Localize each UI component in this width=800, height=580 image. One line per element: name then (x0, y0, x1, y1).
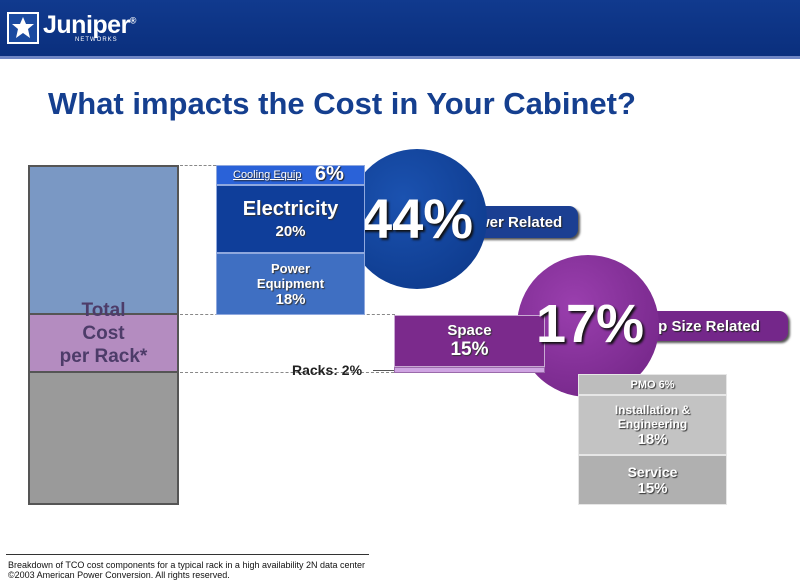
racks-block (394, 367, 545, 373)
racks-pointer-line (373, 370, 394, 371)
header-bar (0, 0, 800, 56)
service-block: Service 15% (578, 455, 727, 505)
power-percent-value: 44% (360, 187, 474, 250)
guide-line-top (180, 165, 216, 166)
total-label-line1: Total (81, 300, 126, 321)
pmo-label: PMO 6% (630, 378, 675, 391)
total-bar-space-segment (30, 315, 177, 373)
power-equipment-block: Power Equipment 18% (216, 253, 365, 315)
service-label: Service (627, 463, 678, 480)
power-percent-circle (347, 149, 487, 289)
installation-label-line2: Engineering (617, 416, 688, 431)
power-equipment-label-line1: Power (270, 260, 310, 276)
cooling-equip-label: Cooling Equip (233, 169, 302, 181)
pmo-block: PMO 6% (578, 374, 727, 395)
power-equipment-value: 18% (275, 290, 306, 308)
cooling-equip-value: 6% (315, 163, 344, 185)
installation-engineering-block: Installation & Engineering 18% (578, 395, 727, 455)
guide-line-space-bottom (180, 372, 580, 373)
power-related-banner-text: wer Related (478, 214, 563, 231)
power-equipment-label-line2: Equipment (256, 275, 325, 291)
installation-value: 18% (637, 430, 668, 448)
electricity-value: 20% (275, 223, 306, 240)
installation-label-line1: Installation & (614, 402, 691, 417)
space-related-banner-text: ip Size Related (654, 318, 760, 335)
electricity-block: Electricity 20% (216, 185, 365, 253)
space-label: Space (447, 321, 492, 339)
power-stack: Cooling Equip 6% Electricity 20% Power E… (216, 163, 365, 315)
cooling-equip-block: Cooling Equip 6% (216, 163, 365, 185)
electricity-label: Electricity (242, 198, 339, 220)
header-divider (0, 56, 800, 59)
space-percent-value: 17% (535, 294, 645, 354)
juniper-logo-icon (7, 12, 39, 44)
total-label-line2: Cost (82, 323, 125, 344)
service-stack: PMO 6% Installation & Engineering 18% Se… (578, 374, 727, 505)
slide-title: What impacts the Cost in Your Cabinet? (48, 86, 636, 121)
service-value: 15% (637, 479, 668, 497)
brand-name: Juniper® (43, 11, 136, 39)
footnote-breakdown: Breakdown of TCO cost components for a t… (8, 560, 366, 570)
total-cost-label: Total Cost per Rack* (28, 299, 179, 368)
space-value: 15% (450, 338, 489, 360)
space-block: Space 15% (394, 315, 545, 367)
total-label-line3: per Rack* (59, 346, 148, 367)
total-bar-power-segment (30, 167, 177, 315)
racks-label: Racks: 2% (292, 362, 363, 378)
footnote-copyright: ©2003 American Power Conversion. All rig… (8, 570, 230, 580)
footer-divider (6, 554, 369, 555)
total-bar-service-segment (30, 373, 177, 503)
brand-subtitle: NETWORKS (75, 37, 118, 43)
total-cost-bar (28, 165, 179, 505)
